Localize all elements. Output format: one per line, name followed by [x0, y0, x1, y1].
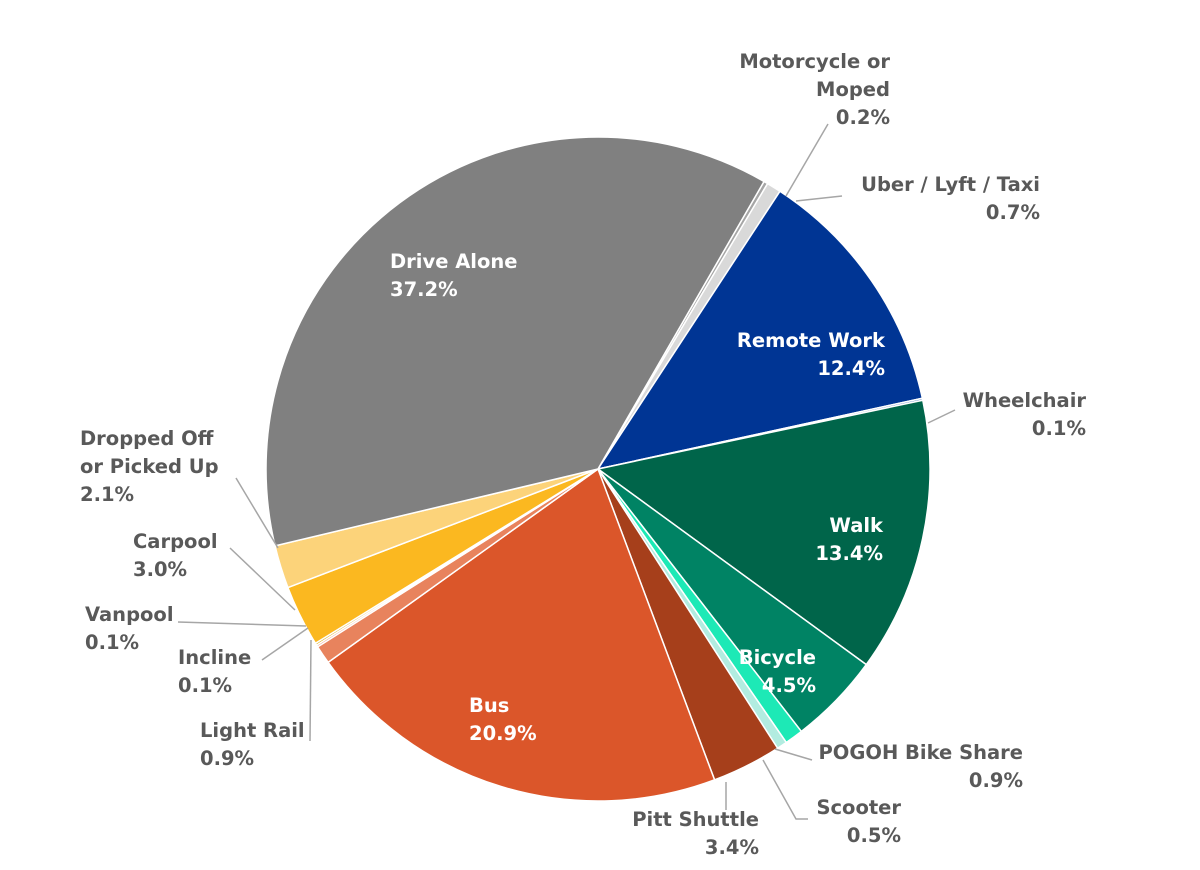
data-label-category: Uber / Lyft / Taxi	[861, 173, 1040, 196]
leader-line-uber-lyft-taxi	[795, 195, 843, 202]
leader-lines	[177, 123, 956, 820]
data-label-category: Bicycle	[739, 646, 816, 669]
data-label-vanpool: Vanpool 0.1%	[85, 603, 174, 654]
data-label-pogoh-bike-share: POGOH Bike Share 0.9%	[819, 741, 1024, 792]
data-label-category: Light Rail	[200, 719, 305, 742]
data-label-percent: 20.9%	[469, 722, 537, 745]
leader-line-incline	[261, 627, 309, 661]
data-label-light-rail: Light Rail 0.9%	[200, 719, 305, 770]
data-label-category: Bus	[469, 694, 509, 717]
data-label-remote-work: Remote Work 12.4%	[737, 329, 886, 380]
data-label-category: or Picked Up	[80, 455, 219, 478]
data-label-scooter: Scooter 0.5%	[816, 796, 901, 847]
data-label-category: Motorcycle or	[739, 50, 890, 73]
data-label-percent: 0.7%	[986, 201, 1040, 224]
data-label-percent: 2.1%	[80, 483, 134, 506]
data-label-percent: 13.4%	[815, 542, 883, 565]
data-labels: Motorcycle or Moped 0.2% Uber / Lyft / Taxi…	[80, 50, 1086, 859]
data-label-percent: 37.2%	[390, 278, 458, 301]
data-label-category: Pitt Shuttle	[632, 808, 759, 831]
slice-drive-alone	[265, 136, 766, 547]
data-label-category: Carpool	[133, 530, 218, 553]
data-label-percent: 3.0%	[133, 558, 187, 581]
data-label-percent: 0.1%	[85, 631, 139, 654]
data-label-motorcycle-or-moped: Motorcycle or Moped 0.2%	[739, 50, 890, 129]
slice-walk	[596, 399, 931, 666]
data-label-category: Wheelchair	[963, 389, 1087, 412]
data-label-carpool: Carpool 3.0%	[133, 530, 218, 581]
leader-line-wheelchair	[927, 409, 956, 424]
data-label-category: Moped	[816, 78, 890, 101]
data-label-percent: 0.9%	[200, 747, 254, 770]
data-label-bicycle: Bicycle 4.5%	[739, 646, 816, 697]
data-label-percent: 0.9%	[969, 769, 1023, 792]
data-label-category: Incline	[178, 646, 251, 669]
slice-bus	[327, 467, 716, 802]
data-label-percent: 0.1%	[1032, 417, 1086, 440]
data-label-pitt-shuttle: Pitt Shuttle 3.4%	[632, 808, 759, 859]
data-label-uber-lyft-taxi: Uber / Lyft / Taxi 0.7%	[861, 173, 1040, 224]
data-label-percent: 0.1%	[178, 674, 232, 697]
leader-line-light-rail	[309, 639, 312, 742]
data-label-percent: 0.2%	[836, 106, 890, 129]
data-label-category: Scooter	[816, 796, 901, 819]
leader-line-motorcycle-or-moped	[785, 123, 829, 197]
data-label-category: Remote Work	[737, 329, 886, 352]
data-label-wheelchair: Wheelchair 0.1%	[963, 389, 1087, 440]
data-label-percent: 0.5%	[847, 824, 901, 847]
data-label-percent: 3.4%	[705, 836, 759, 859]
leader-line-scooter	[762, 759, 808, 820]
pie-slices	[265, 136, 931, 802]
data-label-category: POGOH Bike Share	[819, 741, 1024, 764]
data-label-walk: Walk 13.4%	[815, 514, 884, 565]
data-label-incline: Incline 0.1%	[178, 646, 251, 697]
leader-line-vanpool	[177, 621, 307, 627]
data-label-percent: 4.5%	[762, 674, 816, 697]
data-label-category: Dropped Off	[80, 427, 214, 450]
leader-line-pogoh-bike-share	[774, 748, 813, 761]
slice-remote-work	[596, 190, 924, 471]
data-label-bus: Bus 20.9%	[469, 694, 537, 745]
data-label-percent: 12.4%	[817, 357, 885, 380]
data-label-category: Vanpool	[85, 603, 174, 626]
leader-line-dropped-off-or-picked-up	[235, 477, 279, 549]
data-label-drive-alone: Drive Alone 37.2%	[390, 250, 518, 301]
data-label-category: Drive Alone	[390, 250, 518, 273]
data-label-category: Walk	[829, 514, 884, 537]
leader-line-carpool	[229, 547, 296, 611]
data-label-dropped-off-or-picked-up: Dropped Off or Picked Up 2.1%	[80, 427, 219, 506]
